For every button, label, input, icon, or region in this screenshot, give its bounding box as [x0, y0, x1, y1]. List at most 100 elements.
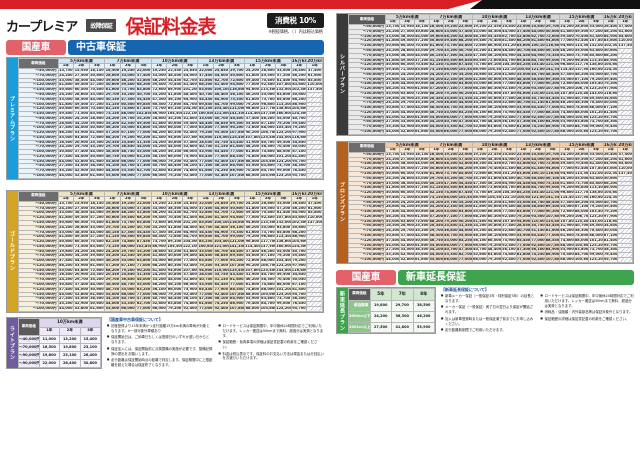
price-cell: 113,300 — [588, 57, 604, 64]
price-cell: 66,000 — [501, 105, 517, 111]
price-cell: 143,000 — [275, 134, 292, 141]
price-cell: 77,000 — [559, 38, 575, 45]
table-row: 〜70,000円 35,200 42,900 50,600 44,000 53,350 62… — [18, 301, 323, 307]
price-cell: 85,800 — [135, 220, 152, 226]
price-cell: 55,000 — [472, 209, 488, 215]
price-cell: 31,350 — [457, 95, 474, 102]
table-row: 〜50,000円 13,750 15,950 18,150 16,500 19,250 22… — [348, 151, 633, 158]
price-cell: 63,250 — [135, 286, 152, 293]
price-cell: 40,150 — [428, 52, 445, 59]
price-cell: 55,000 — [104, 173, 121, 179]
price-cell: 66,000 — [119, 158, 137, 165]
price-cell: 25,850 — [119, 139, 137, 146]
price-cell: 77,000 — [228, 149, 246, 155]
price-cell: 20,350 — [104, 139, 121, 146]
price-cell: 61,600 — [544, 100, 561, 107]
price-cell: 110,000 — [530, 218, 546, 225]
price-cell: 77,000 — [515, 129, 532, 135]
price-cell: 113,300 — [275, 101, 292, 108]
price-cell: 67,100 — [602, 232, 619, 239]
price-cell: 35,200 — [135, 248, 152, 255]
price-cell: 70,400 — [244, 168, 261, 174]
table-row: 軽自動車 19,800 29,700 38,500 — [348, 299, 435, 312]
price-cell: 28,600 — [73, 92, 90, 98]
price-cell: 53,900 — [515, 232, 532, 239]
price-cell: 92,400 — [181, 173, 199, 179]
table-row: 〜120,000円 50,600 60,500 70,400 62,150 74,800 8… — [348, 190, 633, 196]
price-cell: 70,400 — [166, 82, 183, 89]
price-cell: 141,350 — [228, 243, 246, 250]
price-cell: 63,800 — [73, 134, 90, 141]
price-cell: 24,200 — [73, 248, 90, 255]
table-row: 〜50,000円 13,750 15,950 18,150 16,500 19,250 22… — [18, 200, 323, 207]
price-cell: 100,650 — [197, 243, 214, 250]
price-cell: 46,750 — [104, 286, 121, 293]
note-item: ロードサービスは保証期間中、年中無休24時間対応でご利用いただけます。レッカー搬… — [541, 294, 635, 309]
price-cell: 110,000 — [212, 134, 230, 141]
table-row: 〜50,000円 13,750 15,950 18,150 16,500 19,250 22… — [348, 24, 633, 30]
price-cell: 61,600 — [228, 144, 246, 151]
price-cell: 33,000 — [443, 156, 459, 163]
price-cell: 79,200 — [119, 134, 137, 141]
price-cell: 84,700 — [181, 101, 199, 108]
mileage-group-header: 20万km — [617, 13, 633, 21]
price-cell: 47,300 — [443, 52, 459, 59]
price-cell: 77,000 — [228, 281, 246, 288]
price-cell: 93,500 — [212, 130, 230, 136]
plan-tab-premium: プレミアムプラン — [7, 58, 18, 179]
price-cell: 22,000 — [135, 68, 152, 74]
table-row: 〜50,000円 16,500 20,900 25,300 20,350 25,850 31… — [18, 272, 323, 279]
price-cell: 40,700 — [515, 228, 532, 234]
plan-tab-gold: ゴールドプラン — [7, 190, 18, 312]
price-cell: 33,000 — [119, 72, 137, 79]
price-cell: 24,200 — [57, 144, 75, 151]
price-cell: 77,000 — [212, 125, 230, 132]
price-grid-premium: 車両価格 5万km未満 7万km未満 10万km未満 13万km未満 15万km未満 16万… — [18, 57, 323, 179]
price-cell: 24,200 — [428, 199, 445, 206]
price-cell: 40,700 — [119, 296, 137, 303]
mileage-group-header: 16万km — [290, 190, 308, 198]
price-cell: 62,700 — [530, 161, 546, 168]
price-cell: 56,100 — [530, 247, 546, 254]
price-cell: 107,800 — [544, 114, 561, 121]
price-cell: 34,100 — [399, 204, 415, 211]
price-cell: 33,000 — [57, 77, 75, 84]
price-cell: 61,600 — [428, 171, 445, 177]
price-cell: 51,150 — [212, 277, 230, 283]
price-cell: 73,700 — [119, 220, 137, 226]
price-cell: 28,600 — [399, 175, 415, 182]
price-cell: 92,400 — [573, 166, 590, 172]
price-cell: 56,100 — [228, 224, 246, 231]
price-cell: 51,150 — [104, 234, 121, 241]
price-cell: 84,700 — [212, 234, 230, 241]
price-cell: 81,400 — [588, 33, 604, 40]
price-cell: 94,600 — [515, 90, 532, 97]
price-cell: 86,900 — [150, 243, 168, 250]
price-cell: 68,200 — [515, 166, 532, 172]
mileage-group-header: 16万km — [290, 57, 308, 65]
price-cell: 26,400 — [602, 24, 619, 30]
price-cell: 39,600 — [428, 161, 445, 168]
price-cell: 68,200 — [135, 215, 152, 221]
price-cell: 60,500 — [119, 234, 137, 241]
price-cell: 54,450 — [197, 96, 214, 103]
price-cell: 116,600 — [602, 218, 619, 225]
price-cell: 51,150 — [530, 100, 546, 107]
price-cell: 77,000 — [515, 242, 532, 249]
price-cell: 68,200 — [602, 52, 619, 59]
price-cell: 79,200 — [119, 267, 137, 274]
note-item: メーカー保証（一般保証）満了日の翌日より保証が開始されます。 — [441, 305, 535, 315]
price-cell: 37,400 — [244, 115, 261, 122]
table-row: 〜90,000円 22,000 26,400 30,800 — [18, 359, 101, 369]
note-item: 消耗品・油脂類・内外装部品等は保証対象外となります。 — [541, 310, 635, 315]
price-cell: 48,400 — [530, 48, 546, 54]
price-cell: 58,300 — [573, 100, 590, 107]
price-cell: 64,900 — [602, 161, 619, 168]
price-cell — [617, 256, 633, 263]
price-cell: 125,400 — [573, 218, 590, 225]
price-cell: 62,700 — [135, 301, 152, 307]
price-cell: 80,300 — [486, 86, 503, 92]
price-grid-silver: 車両価格 5万km未満 7万km未満 10万km未満 13万km未満 15万km未満 16万… — [348, 13, 633, 135]
price-cell: 59,400 — [150, 82, 168, 89]
price-cell: 26,400 — [59, 359, 81, 369]
